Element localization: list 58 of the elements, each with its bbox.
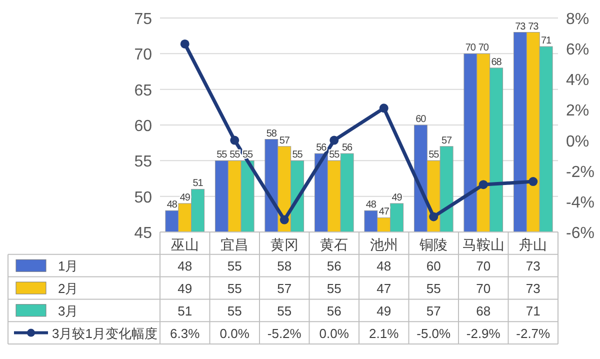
point — [379, 104, 388, 113]
y2-tick-label: -6% — [566, 225, 594, 242]
y-tick-label: 50 — [134, 189, 152, 206]
annotation: 55 — [292, 150, 304, 161]
x-tick-label: 黄石 — [320, 236, 348, 252]
annotation: 56 — [316, 142, 328, 154]
x-tick-label: 马鞍山 — [462, 236, 504, 252]
annotation: 60 — [416, 114, 427, 125]
annotation: 58 — [266, 128, 278, 140]
point — [230, 136, 240, 145]
annotation: 70 — [478, 42, 490, 54]
x-tick-label: 池州 — [370, 236, 398, 252]
point — [330, 136, 339, 145]
annotation: 73 — [515, 21, 526, 32]
point — [478, 180, 488, 190]
y-tick-label: 55 — [134, 154, 152, 171]
point — [180, 39, 190, 48]
annotation: 57 — [279, 135, 290, 146]
x-tick-label: 铜陵 — [418, 236, 448, 252]
legend-label: 3月 — [58, 303, 78, 318]
annotation: 57 — [441, 135, 453, 146]
x-tick-label: 巫山 — [170, 236, 199, 252]
annotation: 55 — [329, 150, 340, 161]
x-tick-label: 舟山 — [519, 236, 548, 252]
legend-label: 1月 — [58, 258, 78, 274]
y2-tick-label: 8% — [566, 11, 590, 28]
y2-tick-label: -4% — [566, 194, 594, 212]
annotation: 56 — [342, 142, 354, 154]
annotation: 70 — [465, 42, 476, 54]
annotation: 55 — [230, 150, 241, 161]
annotation: 71 — [540, 36, 552, 47]
point — [528, 177, 538, 186]
y2-tick-label: 6% — [566, 42, 590, 59]
annotation: 48 — [366, 200, 377, 211]
annotation: 47 — [378, 206, 390, 218]
y-tick-label: 75 — [134, 11, 152, 28]
annotation: 48 — [166, 200, 178, 211]
y2-tick-label: 4% — [566, 72, 590, 90]
y2-tick-label: 0% — [566, 133, 590, 150]
y-tick-label: 60 — [134, 118, 152, 135]
annotation: 68 — [491, 56, 502, 68]
y-tick-label: 65 — [134, 82, 152, 100]
y2-tick-label: -2% — [566, 164, 594, 181]
legend-label: 2月 — [58, 281, 78, 296]
point — [280, 215, 289, 224]
annotation: 51 — [192, 178, 204, 190]
x-tick-label: 黄冈 — [270, 236, 298, 252]
annotation: 49 — [392, 192, 403, 204]
y-tick-label: 45 — [134, 225, 152, 242]
annotation: 73 — [528, 21, 540, 32]
point — [429, 212, 438, 222]
y-tick-label: 70 — [134, 46, 152, 64]
annotation: 49 — [180, 192, 191, 204]
x-tick-label: 宜昌 — [220, 236, 249, 252]
y2-tick-label: 2% — [566, 102, 590, 120]
annotation: 55 — [216, 150, 228, 161]
annotation: 55 — [428, 150, 440, 161]
legend-label: 3月较1月变化幅度 — [52, 326, 158, 341]
